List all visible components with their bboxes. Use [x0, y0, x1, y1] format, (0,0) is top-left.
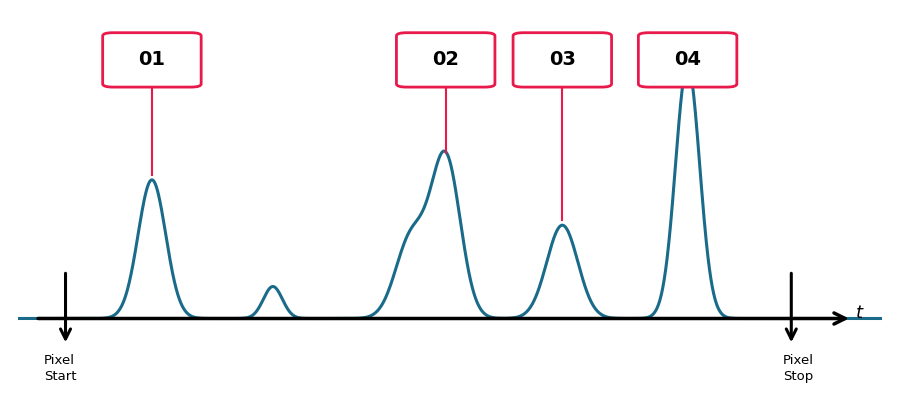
Text: t: t	[856, 304, 863, 322]
FancyBboxPatch shape	[638, 33, 737, 87]
Text: Pixel
Start: Pixel Start	[44, 355, 76, 384]
Text: 03: 03	[549, 50, 576, 69]
Text: 01: 01	[139, 50, 166, 69]
FancyBboxPatch shape	[513, 33, 612, 87]
Text: 04: 04	[674, 50, 701, 69]
FancyBboxPatch shape	[103, 33, 202, 87]
Text: Pixel
Stop: Pixel Stop	[783, 355, 814, 384]
Text: 02: 02	[432, 50, 459, 69]
FancyBboxPatch shape	[396, 33, 495, 87]
